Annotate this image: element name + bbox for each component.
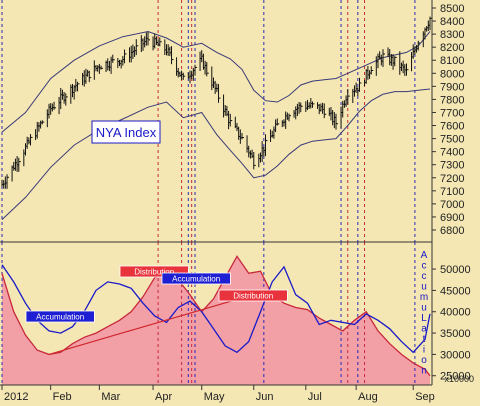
- y-tick-label: 35000: [440, 328, 471, 340]
- y-tick-label: 45000: [440, 285, 471, 297]
- y-tick-label: 8000: [440, 68, 464, 80]
- x-tick-label: 2012: [4, 391, 28, 403]
- upper-band-line: [1, 30, 431, 133]
- indicator-y-axis: 50000 45000 40000 35000 30000 25000: [432, 264, 471, 383]
- y-label-letter: m: [420, 292, 428, 303]
- y-tick-label: 7700: [440, 107, 464, 119]
- y-tick-label: 8200: [440, 42, 464, 54]
- y-label-letter: a: [421, 324, 427, 335]
- y-tick-label: 7400: [440, 147, 464, 159]
- y-tick-label: 7600: [440, 121, 464, 133]
- y-tick-label: 8100: [440, 55, 464, 67]
- y-tick-label: 7800: [440, 94, 464, 106]
- indicator-lines: [1, 255, 431, 377]
- x-tick-label: Apr: [155, 391, 172, 403]
- annotation-label: Accumulation: [172, 275, 220, 284]
- annotation-box: [218, 289, 288, 302]
- y-tick-label: 8500: [440, 3, 464, 15]
- price-panel-background: [0, 0, 432, 242]
- x-tick-label: Feb: [53, 391, 72, 403]
- y-label-letter: L: [421, 313, 427, 324]
- y-label-letter: c: [422, 261, 427, 272]
- y-tick-label: 7500: [440, 134, 464, 146]
- y-tick-label: 50000: [440, 264, 471, 276]
- x-tick-label: Jul: [308, 391, 322, 403]
- distribution-area: [2, 256, 430, 385]
- annotation-label: Accumulation: [36, 313, 84, 322]
- annotation-box: [161, 272, 231, 285]
- distribution-line: [1, 255, 431, 377]
- y-tick-label: 7000: [440, 199, 464, 211]
- y-tick-label: 6800: [440, 225, 464, 237]
- annotation-label: Distribution: [233, 292, 273, 301]
- y-tick-label: 7900: [440, 81, 464, 93]
- distribution-area-fill: [2, 256, 430, 385]
- y-tick-label: 8300: [440, 29, 464, 41]
- x-axis: 2012 Feb Mar Apr May Jun Jul Aug Sep: [1, 385, 435, 403]
- y-label-letter: n: [421, 366, 427, 377]
- annotation-box: [119, 265, 189, 278]
- y-tick-label: 7200: [440, 173, 464, 185]
- annotation-label: Distribution: [134, 268, 174, 277]
- series-label: NYA Index: [96, 125, 157, 140]
- accumulation-line: [1, 264, 431, 354]
- y-tick-label: 7300: [440, 160, 464, 172]
- x-tick-label: Mar: [101, 391, 120, 403]
- y-label-letter: t: [423, 334, 426, 345]
- y-label-letter: u: [421, 282, 427, 293]
- price-bars: [1, 16, 432, 189]
- y-label-letter: u: [421, 303, 427, 314]
- x-tick-label: Jun: [256, 391, 274, 403]
- x-tick-label: Sep: [415, 391, 435, 403]
- y-tick-label: 6900: [440, 212, 464, 224]
- y-tick-label: 8400: [440, 16, 464, 28]
- y-label-letter: A: [421, 250, 428, 261]
- y-tick-label: 30000: [440, 349, 471, 361]
- y-label-letter: c: [422, 271, 427, 282]
- y-tick-label: 7100: [440, 186, 464, 198]
- series-label-box: [91, 120, 161, 144]
- annotation-box: [25, 310, 95, 323]
- y-label-letter: o: [421, 355, 427, 366]
- x-tick-label: May: [204, 391, 225, 403]
- y-tick-label: 25000: [440, 371, 471, 383]
- distribution-trendline: [48, 291, 261, 355]
- x-tick-label: Aug: [358, 391, 378, 403]
- y-label-letter: i: [423, 345, 425, 356]
- y-tick-label: 40000: [440, 307, 471, 319]
- scale-note: x10000: [444, 374, 474, 384]
- annotations: AccumulationDistributionAccumulationDist…: [25, 265, 288, 323]
